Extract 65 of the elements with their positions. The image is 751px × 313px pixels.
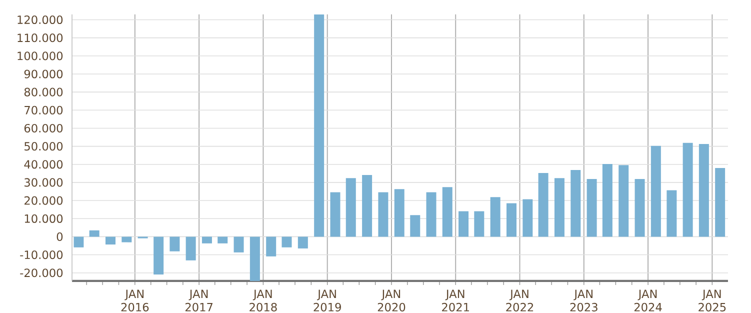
bar (202, 236, 212, 244)
y-tick-label: 120.000 (18, 15, 63, 24)
y-tick-label: 40.000 (24, 160, 63, 169)
bar (410, 215, 420, 237)
y-tick-label: 0 (56, 232, 63, 241)
y-tick-label: 50.000 (24, 142, 63, 151)
y-tick-label: 90.000 (24, 70, 63, 78)
bar (666, 190, 677, 237)
x-tick-label: JAN 2020 (378, 290, 406, 312)
x-tick-label: JAN 2019 (314, 290, 341, 312)
y-tick-label: -10.000 (20, 250, 63, 260)
bar (570, 170, 581, 237)
bar (186, 236, 196, 260)
bar (458, 211, 469, 237)
bar (378, 192, 388, 237)
bar (522, 199, 533, 237)
x-tick-label: JAN 2024 (634, 290, 662, 312)
bar (538, 173, 548, 237)
bar (314, 14, 324, 237)
x-tick-label: JAN 2022 (506, 290, 534, 312)
y-tick-label: 80.000 (24, 88, 63, 96)
bar (122, 236, 132, 242)
bar (554, 178, 564, 237)
bar (154, 236, 164, 274)
x-tick-label: JAN 2016 (121, 290, 149, 312)
bar (282, 236, 292, 248)
y-tick-label: 10.000 (24, 214, 63, 223)
x-tick-label: JAN 2018 (250, 290, 277, 312)
bar (618, 165, 629, 237)
bar (602, 164, 612, 237)
bar (698, 144, 709, 237)
bar (634, 179, 645, 237)
bar (218, 236, 228, 244)
bar (105, 236, 116, 244)
bar (266, 236, 276, 256)
x-tick-label: JAN 2017 (185, 290, 213, 312)
bar (330, 192, 340, 237)
bar (170, 236, 180, 252)
bar (74, 236, 84, 248)
bar (426, 192, 436, 237)
x-tick-label: JAN 2025 (698, 290, 726, 312)
y-tick-label: 70.000 (24, 106, 63, 114)
y-tick-label: 20.000 (24, 196, 63, 205)
bar (715, 168, 726, 237)
bar (250, 236, 260, 281)
y-tick-label: -20.000 (20, 268, 63, 278)
y-tick-label: 30.000 (24, 178, 63, 187)
bar (234, 236, 244, 252)
bar (346, 178, 356, 237)
bar (362, 175, 372, 237)
bar (586, 179, 597, 237)
bar (506, 203, 516, 237)
bar (474, 211, 484, 237)
bar (394, 189, 404, 237)
bar (442, 187, 452, 237)
x-tick-label: JAN 2023 (570, 290, 598, 312)
bar (650, 146, 661, 237)
bar (490, 197, 500, 237)
y-tick-label: 60.000 (24, 124, 63, 133)
bar (298, 236, 308, 248)
bar (682, 142, 693, 237)
y-tick-label: 100.000 (18, 52, 63, 60)
x-tick-label: JAN 2021 (442, 290, 469, 312)
bar (89, 230, 100, 237)
y-tick-label: 110.000 (18, 34, 63, 42)
